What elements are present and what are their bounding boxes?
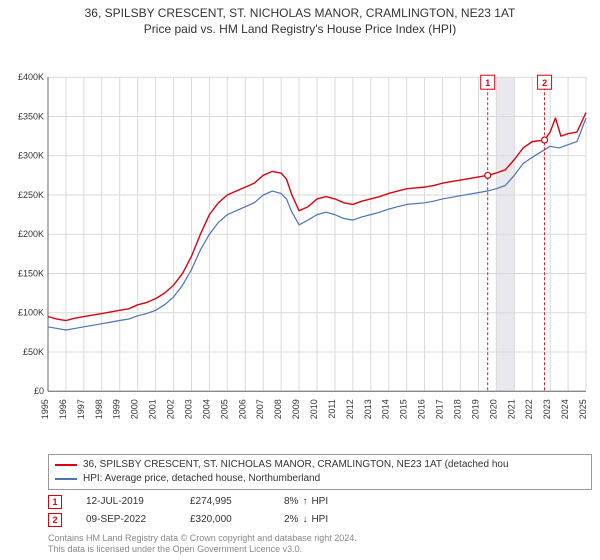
legend-label: 36, SPILSBY CRESCENT, ST. NICHOLAS MANOR… — [83, 458, 509, 472]
sale-hpi: 8%↑HPI — [284, 496, 328, 507]
svg-text:2010: 2010 — [309, 399, 319, 419]
svg-text:£50K: £50K — [23, 347, 44, 357]
svg-text:1998: 1998 — [94, 399, 104, 419]
footer-attribution: Contains HM Land Registry data © Crown c… — [48, 533, 592, 556]
svg-text:2023: 2023 — [542, 399, 552, 419]
arrow-up-icon: ↑ — [302, 496, 307, 507]
title-subtitle: Price paid vs. HM Land Registry's House … — [8, 22, 592, 38]
svg-text:2021: 2021 — [506, 399, 516, 419]
legend-swatch — [55, 464, 77, 466]
svg-text:2011: 2011 — [327, 399, 337, 418]
svg-text:2: 2 — [542, 78, 547, 88]
svg-text:2018: 2018 — [452, 399, 462, 419]
svg-text:2022: 2022 — [524, 399, 534, 419]
svg-text:1996: 1996 — [58, 399, 68, 419]
svg-text:2020: 2020 — [488, 399, 498, 419]
sale-row: 2 09-SEP-2022 £320,000 2%↓HPI — [48, 513, 592, 527]
sale-row: 1 12-JUL-2019 £274,995 8%↑HPI — [48, 495, 592, 509]
svg-text:2005: 2005 — [219, 399, 229, 419]
svg-text:2009: 2009 — [291, 399, 301, 419]
svg-text:1999: 1999 — [112, 399, 122, 419]
chart-area: £0 £50K £100K £150K £200K £250K £300K £350K £400… — [8, 41, 592, 449]
svg-text:2004: 2004 — [201, 399, 211, 419]
svg-text:£0: £0 — [34, 386, 44, 396]
svg-text:2017: 2017 — [435, 399, 445, 419]
chart-container: 36, SPILSBY CRESCENT, ST. NICHOLAS MANOR… — [0, 0, 600, 560]
svg-text:2025: 2025 — [578, 399, 588, 419]
svg-text:2014: 2014 — [381, 399, 391, 419]
legend-row: 36, SPILSBY CRESCENT, ST. NICHOLAS MANOR… — [55, 458, 585, 472]
svg-text:2013: 2013 — [363, 399, 373, 419]
svg-text:2003: 2003 — [183, 399, 193, 419]
sale-price: £274,995 — [190, 496, 260, 507]
svg-text:1997: 1997 — [76, 399, 86, 419]
footer-line1: Contains HM Land Registry data © Crown c… — [48, 533, 592, 545]
svg-text:2006: 2006 — [237, 399, 247, 419]
svg-text:2012: 2012 — [345, 399, 355, 419]
arrow-down-icon: ↓ — [302, 514, 307, 525]
svg-text:£200K: £200K — [18, 229, 44, 239]
sale-marker: 1 — [48, 495, 62, 509]
svg-text:2001: 2001 — [148, 399, 158, 419]
svg-text:£350K: £350K — [18, 112, 44, 122]
svg-text:2000: 2000 — [130, 399, 140, 419]
svg-text:£150K: £150K — [18, 269, 44, 279]
svg-text:2024: 2024 — [560, 399, 570, 419]
svg-text:2007: 2007 — [255, 399, 265, 419]
svg-text:£400K: £400K — [18, 72, 44, 82]
legend-swatch — [55, 478, 77, 480]
legend-row: HPI: Average price, detached house, Nort… — [55, 472, 585, 486]
svg-text:1: 1 — [485, 78, 490, 88]
title-address: 36, SPILSBY CRESCENT, ST. NICHOLAS MANOR… — [8, 6, 592, 22]
svg-text:£300K: £300K — [18, 151, 44, 161]
sale-marker: 2 — [48, 513, 62, 527]
svg-text:2016: 2016 — [417, 399, 427, 419]
sale-rows: 1 12-JUL-2019 £274,995 8%↑HPI 2 09-SEP-2022 £3… — [48, 495, 592, 531]
sale-date: 12-JUL-2019 — [86, 496, 166, 507]
svg-text:2008: 2008 — [273, 399, 283, 419]
sale-hpi: 2%↓HPI — [284, 514, 328, 525]
legend-label: HPI: Average price, detached house, Nort… — [83, 472, 320, 486]
line-chart-svg: £0 £50K £100K £150K £200K £250K £300K £350K £400… — [8, 41, 592, 449]
footer-line2: This data is licensed under the Open Gov… — [48, 544, 592, 556]
svg-text:2002: 2002 — [166, 399, 176, 419]
svg-text:2015: 2015 — [399, 399, 409, 419]
title-block: 36, SPILSBY CRESCENT, ST. NICHOLAS MANOR… — [8, 6, 592, 37]
svg-text:1995: 1995 — [40, 399, 50, 419]
legend-box: 36, SPILSBY CRESCENT, ST. NICHOLAS MANOR… — [48, 454, 592, 490]
sale-date: 09-SEP-2022 — [86, 514, 166, 525]
svg-text:£250K: £250K — [18, 190, 44, 200]
sale-price: £320,000 — [190, 514, 260, 525]
svg-text:2019: 2019 — [470, 399, 480, 419]
svg-text:£100K: £100K — [18, 308, 44, 318]
